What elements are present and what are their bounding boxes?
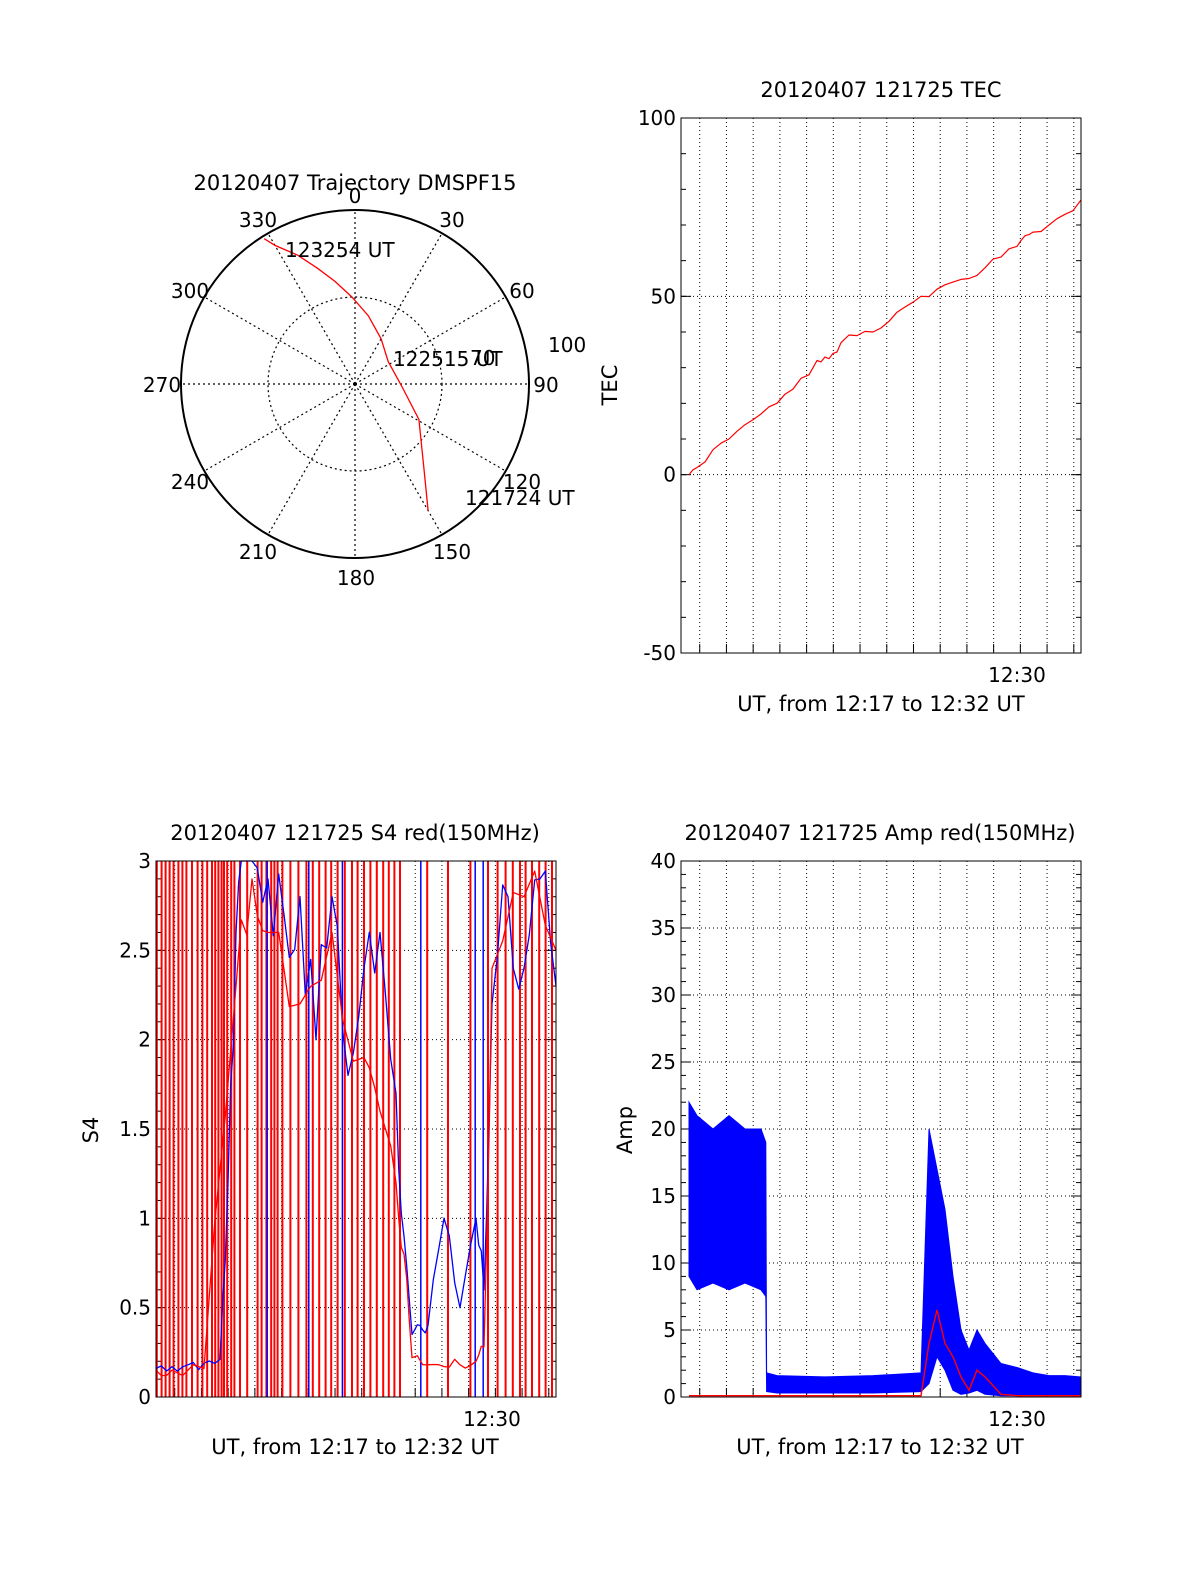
tec-ytick-label: 100 xyxy=(638,106,676,130)
tec-y-ticks: 100 50 0 -50 xyxy=(638,106,676,665)
s4-xtick-label: 12:30 xyxy=(463,1407,521,1431)
tec-x-ticks: 12:30 xyxy=(988,663,1046,687)
polar-angle-label: 90 xyxy=(533,373,558,397)
trajectory-line xyxy=(263,238,429,511)
s4-spikes xyxy=(155,861,553,1397)
polar-outer-circle xyxy=(180,209,530,559)
tec-ytick-label: 50 xyxy=(651,284,676,308)
s4-ytick-label: 0.5 xyxy=(119,1296,151,1320)
amp-ytick-label: 35 xyxy=(651,916,676,940)
amp-ytick-label: 10 xyxy=(651,1251,676,1275)
amp-ytick-label: 25 xyxy=(651,1050,676,1074)
amp-ytick-label: 30 xyxy=(651,983,676,1007)
amp-y-ticks: 40 35 30 25 20 15 10 5 0 xyxy=(651,849,676,1409)
trajectory-label-start: 123254 UT xyxy=(285,238,395,262)
s4-series xyxy=(155,860,557,1377)
amp-axes-frame xyxy=(680,860,1082,1398)
s4-series-line xyxy=(155,870,557,1377)
amp-title: 20120407 121725 Amp red(150MHz) xyxy=(684,821,1075,845)
polar-angle-label: 30 xyxy=(439,208,464,232)
amp-y-label: Amp xyxy=(613,1106,637,1154)
trajectory-polar-plot: 20120407 Trajectory DMSPF15 0 30 60 90 120 15… xyxy=(143,171,586,590)
s4-ytick-label: 2 xyxy=(138,1028,151,1052)
s4-ytick-label: 2.5 xyxy=(119,938,151,962)
tec-axes-frame xyxy=(680,117,1082,654)
trajectory-label-middle: 122515 UT xyxy=(393,347,503,371)
radial-label-100: 100 xyxy=(548,333,586,357)
tec-x-label: UT, from 12:17 to 12:32 UT xyxy=(737,692,1025,716)
trajectory-label-end: 121724 UT xyxy=(465,486,575,510)
s4-ytick-label: 0 xyxy=(138,1385,151,1409)
tec-series xyxy=(688,199,1082,476)
s4-ytick-label: 1.5 xyxy=(119,1117,151,1141)
s4-chart: 20120407 121725 S4 red(150MHz) 3 2.5 2 1.5 1… xyxy=(79,821,557,1459)
s4-x-ticks: 12:30 xyxy=(463,1407,521,1431)
amp-x-ticks: 12:30 xyxy=(988,1407,1046,1431)
amp-grid xyxy=(681,860,1081,1398)
amp-chart: 20120407 121725 Amp red(150MHz) 40 35 30 25… xyxy=(613,821,1082,1459)
radial-label-70: 70 xyxy=(470,346,495,370)
polar-spoke xyxy=(267,233,356,385)
polar-spoke xyxy=(354,296,506,385)
polar-angle-label: 210 xyxy=(239,540,277,564)
tec-y-label: TEC xyxy=(598,365,622,407)
polar-angle-label: 240 xyxy=(171,470,209,494)
polar-spoke xyxy=(204,383,356,472)
tec-chart: 20120407 121725 TEC 100 50 0 -50 12:30 UT, … xyxy=(598,78,1082,716)
tec-title: 20120407 121725 TEC xyxy=(760,78,1001,102)
s4-ytick-label: 1 xyxy=(138,1206,151,1230)
polar-angle-label: 180 xyxy=(337,566,375,590)
polar-angle-label: 0 xyxy=(349,184,362,208)
polar-spoke xyxy=(267,383,356,535)
polar-grid xyxy=(180,209,530,559)
tec-series-line xyxy=(688,199,1082,476)
amp-ytick-label: 20 xyxy=(651,1117,676,1141)
s4-y-ticks: 3 2.5 2 1.5 1 0.5 0 xyxy=(119,849,151,1409)
s4-title: 20120407 121725 S4 red(150MHz) xyxy=(170,821,540,845)
s4-x-label: UT, from 12:17 to 12:32 UT xyxy=(211,1435,499,1459)
polar-angle-label: 330 xyxy=(239,208,277,232)
tec-xtick-label: 12:30 xyxy=(988,663,1046,687)
amp-red-line xyxy=(689,1309,1081,1397)
amp-ytick-label: 5 xyxy=(663,1318,676,1342)
amp-x-label: UT, from 12:17 to 12:32 UT xyxy=(736,1435,1024,1459)
amp-ytick-label: 0 xyxy=(663,1385,676,1409)
polar-angle-label: 60 xyxy=(509,279,534,303)
polar-spoke xyxy=(354,233,443,385)
s4-axes-frame xyxy=(155,860,557,1398)
tec-ytick-label: -50 xyxy=(643,641,676,665)
s4-series-line xyxy=(155,860,557,1372)
s4-ytick-label: 3 xyxy=(138,849,151,873)
amp-ytick-label: 15 xyxy=(651,1184,676,1208)
trajectory-title: 20120407 Trajectory DMSPF15 xyxy=(193,171,516,195)
amp-ytick-label: 40 xyxy=(651,849,676,873)
polar-angle-label: 270 xyxy=(143,373,181,397)
polar-angle-label: 120 xyxy=(503,470,541,494)
polar-spoke xyxy=(204,296,356,385)
polar-angle-labels: 0 30 60 90 120 150 180 210 240 270 300 330 xyxy=(143,184,559,590)
tec-ytick-label: 0 xyxy=(663,463,676,487)
polar-spoke xyxy=(354,383,506,472)
polar-angle-label: 300 xyxy=(171,279,209,303)
amp-xtick-label: 12:30 xyxy=(988,1407,1046,1431)
polar-angle-label: 150 xyxy=(433,540,471,564)
s4-y-label: S4 xyxy=(79,1117,103,1144)
